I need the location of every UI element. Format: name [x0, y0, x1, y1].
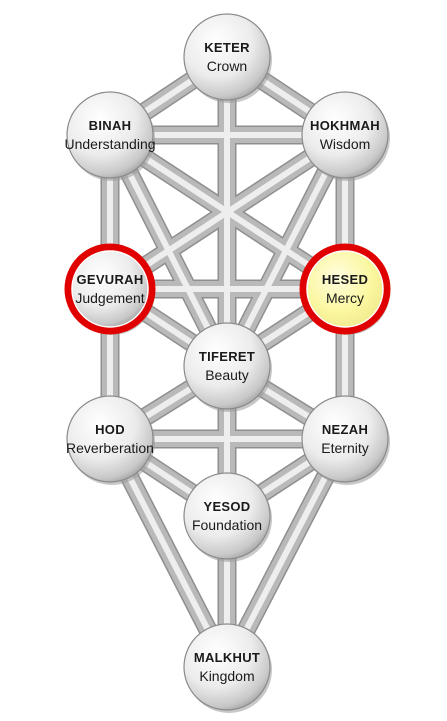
hesed-sphere	[306, 250, 384, 328]
hesed-title: HESED	[322, 272, 368, 287]
node-nezah: NEZAH Eternity	[301, 395, 390, 485]
node-keter: KETER Crown	[183, 13, 272, 103]
hod-subtitle: Reverberation	[66, 440, 154, 456]
tiferet-subtitle: Beauty	[205, 367, 249, 383]
hokhmah-title: HOKHMAH	[310, 118, 380, 133]
nezah-subtitle: Eternity	[321, 440, 368, 456]
node-binah: BINAH Understanding	[64, 91, 156, 181]
tiferet-title: TIFERET	[199, 349, 255, 364]
hokhmah-subtitle: Wisdom	[320, 136, 371, 152]
node-hokhmah: HOKHMAH Wisdom	[301, 91, 390, 181]
node-yesod: YESOD Foundation	[183, 472, 272, 562]
yesod-sphere	[183, 472, 271, 560]
binah-sphere	[66, 91, 154, 179]
keter-subtitle: Crown	[207, 58, 247, 74]
yesod-title: YESOD	[203, 499, 250, 514]
yesod-subtitle: Foundation	[192, 517, 262, 533]
hod-title: HOD	[95, 422, 125, 437]
hod-sphere	[66, 395, 154, 483]
node-hesed: HESED Mercy	[299, 243, 391, 335]
binah-title: BINAH	[89, 118, 132, 133]
node-hod: HOD Reverberation	[66, 395, 155, 485]
binah-subtitle: Understanding	[64, 136, 155, 152]
gevurah-subtitle: Judgement	[75, 290, 144, 306]
keter-sphere	[183, 13, 271, 101]
nezah-title: NEZAH	[322, 422, 368, 437]
sephirot-nodes: KETER Crown BINAH Understanding HOKHMAH Wisdo…	[64, 13, 391, 713]
node-gevurah: GEVURAH Judgement	[64, 243, 156, 335]
gevurah-highlight-ring	[64, 243, 156, 335]
gevurah-title: GEVURAH	[76, 272, 143, 287]
malkhut-sphere	[183, 623, 271, 711]
node-tiferet: TIFERET Beauty	[183, 322, 272, 412]
hesed-subtitle: Mercy	[326, 290, 364, 306]
hokhmah-sphere	[301, 91, 389, 179]
hesed-highlight-ring	[299, 243, 391, 335]
malkhut-title: MALKHUT	[194, 650, 260, 665]
tiferet-sphere	[183, 322, 271, 410]
node-malkhut: MALKHUT Kingdom	[183, 623, 272, 713]
gevurah-sphere	[71, 250, 149, 328]
malkhut-subtitle: Kingdom	[199, 668, 254, 684]
keter-title: KETER	[204, 40, 250, 55]
nezah-sphere	[301, 395, 389, 483]
